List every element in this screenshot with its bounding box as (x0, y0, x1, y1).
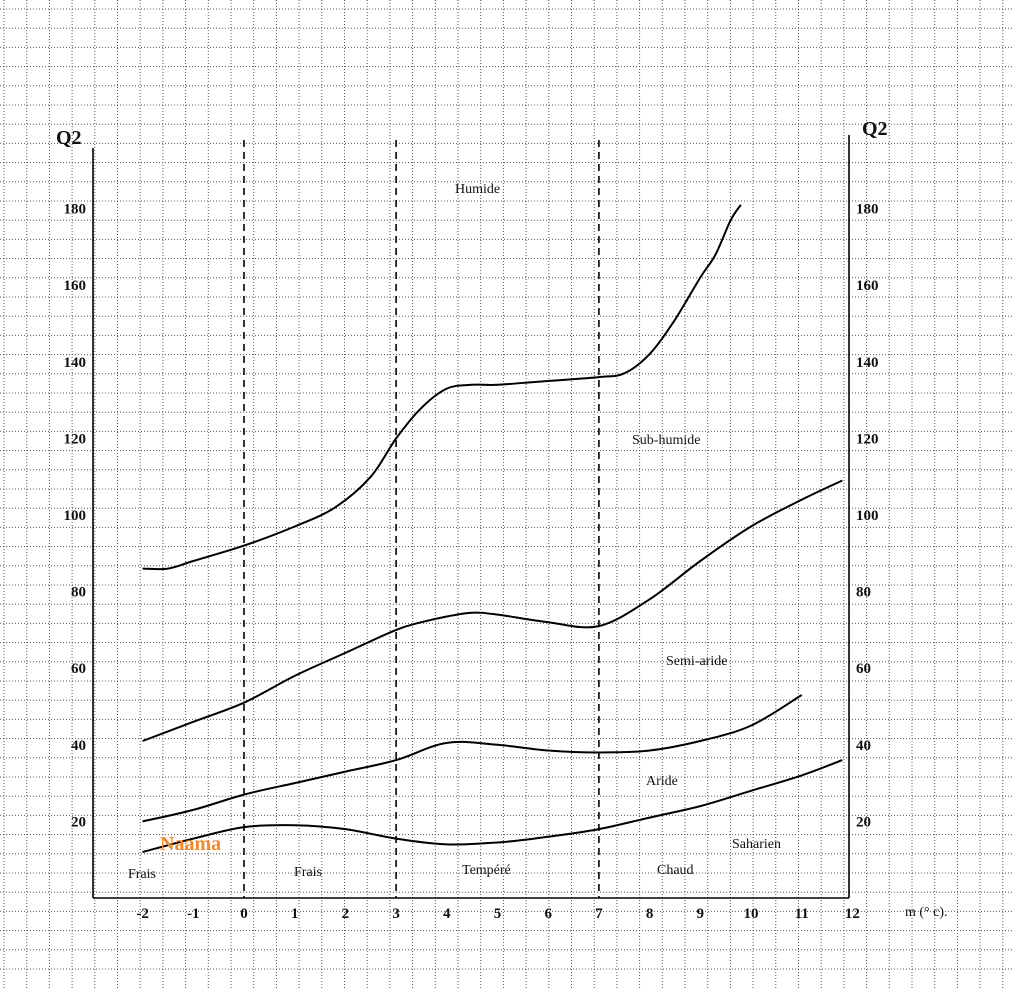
x-tick-label: 6 (544, 906, 552, 922)
right-y-tick-labels: 20 40 60 80 100 120 140 160 180 (856, 202, 879, 831)
boundary-curve-2 (142, 479, 843, 742)
x-tick-label: 10 (744, 906, 759, 922)
right-y-tick-label: 120 (856, 431, 879, 447)
x-tick-label: 12 (845, 906, 860, 922)
left-y-tick-label: 140 (64, 355, 87, 371)
left-y-tick-label: 60 (71, 661, 86, 677)
x-tick-label: 3 (392, 906, 400, 922)
left-y-tick-label: 160 (64, 278, 87, 294)
boundary-curve-4 (142, 759, 843, 853)
right-y-tick-label: 40 (856, 738, 871, 754)
region-label-aride: Aride (646, 774, 678, 789)
right-y-tick-label: 20 (856, 814, 871, 830)
zone-boundaries (243, 140, 600, 898)
right-y-tick-label: 140 (856, 355, 879, 371)
x-tick-label: 2 (342, 906, 350, 922)
x-tick-label: -2 (136, 906, 149, 922)
right-y-tick-label: 180 (856, 202, 879, 218)
left-axis-title: Q2 (56, 127, 82, 149)
x-tick-label: 9 (697, 906, 705, 922)
right-y-tick-label: 80 (856, 585, 871, 601)
x-tick-label: 1 (291, 906, 299, 922)
climate-curves (142, 204, 843, 853)
region-label-humide: Humide (455, 182, 500, 197)
x-tick-label: 7 (595, 906, 603, 922)
left-y-tick-labels: 20 40 60 80 100 120 140 160 180 (64, 202, 87, 831)
left-y-tick-label: 120 (64, 431, 87, 447)
x-tick-labels: -2 -1 0 1 2 3 4 5 6 7 8 9 10 11 12 (136, 906, 860, 922)
right-axis-title: Q2 (862, 118, 888, 140)
x-tick-label: 8 (646, 906, 654, 922)
x-tick-label: 4 (443, 906, 451, 922)
x-axis-title: m (° c). (905, 905, 948, 920)
left-y-tick-label: 20 (71, 814, 86, 830)
right-y-tick-label: 100 (856, 508, 879, 524)
station-label-naama: Naama (160, 833, 221, 855)
left-y-tick-label: 180 (64, 202, 87, 218)
boundary-curve-1 (142, 204, 742, 571)
boundary-curve-3 (142, 694, 803, 823)
left-y-tick-label: 80 (71, 585, 86, 601)
left-y-tick-label: 40 (71, 738, 86, 754)
zone-label-frais-left: Frais (128, 867, 156, 882)
x-tick-label: 11 (795, 906, 809, 922)
right-y-tick-label: 160 (856, 278, 879, 294)
region-label-sub-humide: Sub-humide (632, 433, 700, 448)
right-y-tick-label: 60 (856, 661, 871, 677)
x-tick-label: 5 (494, 906, 502, 922)
x-tick-label: 0 (240, 906, 248, 922)
left-y-tick-label: 100 (64, 508, 87, 524)
region-label-semi-aride: Semi-aride (666, 654, 727, 669)
zone-label-tempere: Tempéré (462, 863, 511, 878)
zone-label-chaud: Chaud (657, 863, 694, 878)
zone-label-frais: Frais (294, 865, 322, 880)
region-label-saharien: Saharien (732, 837, 781, 852)
x-tick-label: -1 (187, 906, 200, 922)
